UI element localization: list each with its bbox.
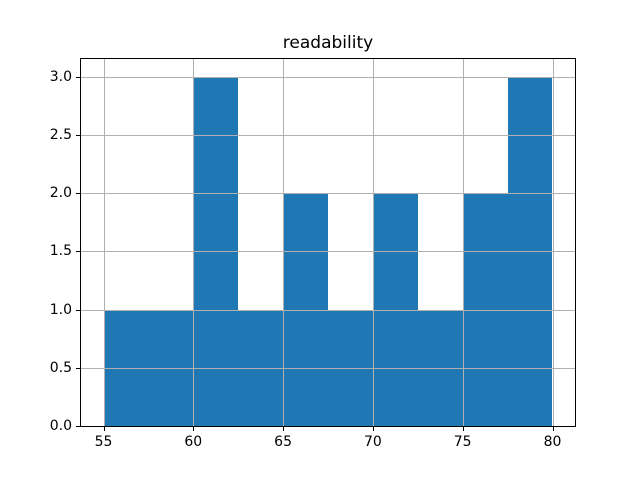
y-tick-mark bbox=[76, 251, 80, 253]
x-tick-label: 60 bbox=[184, 434, 203, 450]
y-tick-label: 2.5 bbox=[49, 126, 72, 143]
y-tick-mark bbox=[76, 309, 80, 311]
chart-title: readability bbox=[282, 33, 374, 53]
y-tick-mark bbox=[76, 76, 80, 78]
gridline-vertical bbox=[193, 59, 195, 426]
gridline-vertical bbox=[552, 59, 554, 426]
x-tick-mark bbox=[193, 427, 195, 431]
y-tick-label: 1.5 bbox=[49, 243, 72, 260]
x-tick-mark bbox=[462, 427, 464, 431]
gridline-vertical bbox=[283, 59, 285, 426]
gridline-vertical bbox=[103, 59, 105, 426]
y-tick-mark bbox=[76, 367, 80, 369]
y-tick-mark bbox=[76, 134, 80, 136]
y-tick-mark bbox=[76, 193, 80, 194]
gridline-horizontal bbox=[81, 76, 575, 78]
y-tick-label: 3.0 bbox=[49, 68, 72, 85]
x-tick-mark bbox=[552, 427, 554, 431]
x-tick-label: 80 bbox=[543, 434, 562, 450]
y-tick-mark bbox=[76, 426, 80, 427]
x-tick-label: 65 bbox=[274, 434, 293, 450]
gridline-horizontal bbox=[81, 309, 575, 311]
x-tick-label: 70 bbox=[363, 434, 382, 450]
gridline-horizontal bbox=[81, 251, 575, 253]
y-tick-label: 0.5 bbox=[49, 359, 72, 376]
y-tick-label: 0.0 bbox=[49, 418, 72, 434]
x-tick-mark bbox=[372, 427, 374, 431]
x-tick-label: 55 bbox=[94, 434, 113, 450]
y-tick-label: 1.0 bbox=[49, 301, 72, 318]
plot-area bbox=[80, 58, 576, 427]
gridline-vertical bbox=[462, 59, 464, 426]
gridline-horizontal bbox=[81, 134, 575, 136]
x-tick-mark bbox=[103, 427, 105, 431]
grid-layer bbox=[81, 59, 575, 426]
x-tick-label: 75 bbox=[453, 434, 472, 450]
gridline-vertical bbox=[372, 59, 374, 426]
y-tick-label: 2.0 bbox=[49, 185, 72, 201]
gridline-horizontal bbox=[81, 193, 575, 194]
x-tick-mark bbox=[283, 427, 285, 431]
gridline-horizontal bbox=[81, 367, 575, 369]
